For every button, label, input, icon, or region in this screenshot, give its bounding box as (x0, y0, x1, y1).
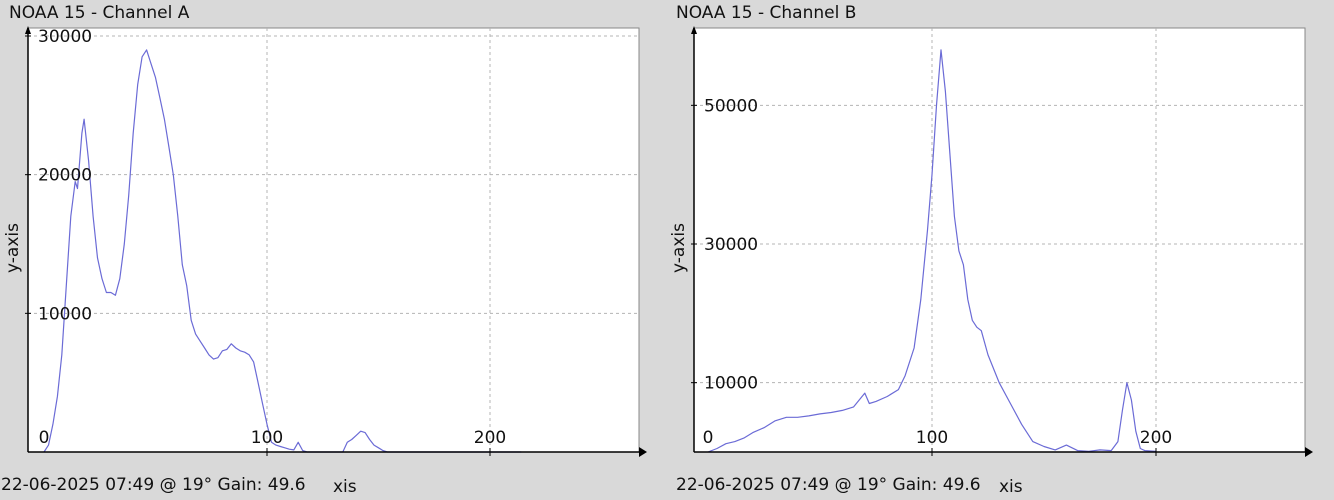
x-tick-label: 100 (916, 428, 948, 448)
x-axis-arrow (1305, 447, 1313, 457)
y-axis-arrow (691, 26, 697, 34)
x-axis-title-fragment: xis (999, 477, 1023, 497)
x-tick-label: 200 (474, 428, 506, 448)
chart-panel-channel-a: NOAA 15 - Channel A 0 100 200 10000 20000 300… (1, 3, 647, 497)
y-tick-label: 30000 (38, 27, 92, 47)
y-axis-title: y-axis (3, 223, 23, 273)
chart-footer-status: 22-06-2025 07:49 @ 19° Gain: 49.6 (1, 475, 306, 495)
y-tick-label: 30000 (704, 235, 758, 255)
plot-area (27, 27, 640, 453)
y-tick-label: 10000 (38, 304, 92, 324)
y-tick-label: 20000 (38, 166, 92, 186)
chart-footer-status: 22-06-2025 07:49 @ 19° Gain: 49.6 (676, 475, 981, 495)
chart-title: NOAA 15 - Channel B (676, 3, 857, 23)
x-tick-label: 100 (251, 428, 283, 448)
x-axis-arrow (639, 447, 647, 457)
y-tick-label: 10000 (704, 374, 758, 394)
x-tick-label: 200 (1140, 428, 1172, 448)
x-tick-label: 0 (703, 428, 714, 448)
x-axis-title-fragment: xis (333, 477, 357, 497)
plot-area (693, 27, 1306, 453)
chart-panel-channel-b: NOAA 15 - Channel B 0 100 200 10000 30000 500… (667, 0, 1334, 500)
series-line (707, 49, 1157, 453)
y-axis-arrow (25, 26, 31, 34)
y-axis-title: y-axis (669, 223, 689, 273)
x-tick-label: 0 (39, 428, 50, 448)
chart-svg-channel-a: 0 100 200 10000 20000 30000 y-axis xis (3, 26, 647, 497)
y-tick-label: 50000 (704, 96, 758, 116)
chart-svg-channel-b: 0 100 200 10000 30000 50000 y-axis xis (669, 26, 1313, 497)
chart-title: NOAA 15 - Channel A (9, 3, 190, 23)
